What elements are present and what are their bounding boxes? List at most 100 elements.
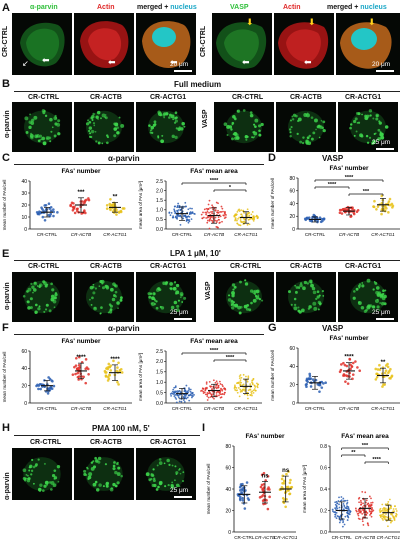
data-point bbox=[376, 368, 380, 371]
data-point bbox=[71, 205, 75, 209]
arrow-icon: ⬅ bbox=[108, 57, 116, 67]
b-col-label: CR-CTRL bbox=[232, 94, 264, 101]
a-right-row-label: CR-CTRL bbox=[200, 25, 207, 57]
data-point bbox=[234, 386, 236, 389]
y-tick-label: 1.0 bbox=[156, 380, 163, 386]
data-point bbox=[384, 507, 387, 510]
data-point bbox=[175, 401, 178, 404]
data-point bbox=[261, 487, 264, 491]
data-point bbox=[239, 383, 242, 386]
data-point bbox=[383, 204, 386, 208]
y-tick-label: 60 bbox=[225, 465, 231, 471]
data-point bbox=[56, 211, 59, 214]
data-point bbox=[345, 502, 348, 505]
data-point bbox=[116, 366, 119, 369]
y-tick-label: 60 bbox=[289, 189, 295, 195]
data-point bbox=[288, 492, 291, 496]
data-point bbox=[253, 388, 256, 390]
data-point bbox=[241, 499, 245, 502]
data-point bbox=[368, 508, 371, 511]
data-point bbox=[168, 212, 171, 214]
data-point bbox=[341, 207, 345, 211]
data-point bbox=[215, 394, 218, 397]
data-point bbox=[207, 216, 210, 218]
data-point bbox=[259, 485, 263, 489]
micrograph bbox=[214, 272, 274, 322]
data-point bbox=[337, 515, 340, 518]
y-tick-label: 0 bbox=[24, 227, 27, 233]
data-point bbox=[206, 395, 209, 398]
data-point bbox=[342, 521, 344, 524]
significance-label: ** bbox=[381, 360, 386, 366]
data-point bbox=[241, 496, 244, 500]
y-tick-label: 0 bbox=[24, 401, 27, 407]
data-point bbox=[375, 207, 378, 211]
data-point bbox=[243, 507, 247, 510]
data-point bbox=[191, 211, 194, 214]
data-point bbox=[380, 208, 384, 211]
condition-label-b: Full medium bbox=[174, 80, 222, 89]
data-point bbox=[361, 506, 364, 509]
y-tick-label: 20 bbox=[289, 214, 295, 220]
scale-bar bbox=[174, 70, 192, 72]
data-point bbox=[174, 393, 177, 396]
data-point bbox=[74, 364, 78, 367]
data-point bbox=[172, 215, 175, 218]
chart-title: FAs' number bbox=[61, 338, 101, 345]
data-point bbox=[388, 518, 391, 521]
e-col-label: CR-ACTB bbox=[90, 263, 122, 270]
micrograph: 25 μm bbox=[338, 102, 398, 152]
data-point bbox=[372, 205, 376, 208]
data-point bbox=[234, 384, 236, 387]
micrograph bbox=[74, 272, 134, 322]
data-point bbox=[170, 211, 173, 214]
data-point bbox=[240, 213, 242, 216]
data-point bbox=[361, 520, 364, 523]
significance-label: **** bbox=[345, 175, 354, 181]
data-point bbox=[109, 208, 112, 212]
data-point bbox=[220, 205, 223, 208]
data-point bbox=[338, 503, 340, 506]
data-point bbox=[236, 219, 238, 222]
data-point bbox=[260, 473, 264, 477]
x-tick-label: CR-CTRL bbox=[172, 232, 193, 237]
data-point bbox=[84, 358, 88, 361]
data-point bbox=[268, 495, 271, 499]
data-point bbox=[344, 207, 347, 210]
arrow-icon: ⬇ bbox=[308, 17, 316, 27]
data-point bbox=[77, 363, 81, 367]
data-point bbox=[369, 512, 372, 515]
data-point bbox=[264, 479, 267, 482]
data-point bbox=[87, 198, 91, 202]
b-row-label-left: α-parvin bbox=[4, 110, 11, 138]
data-point bbox=[320, 380, 324, 384]
data-point bbox=[172, 216, 175, 219]
data-point bbox=[384, 364, 388, 367]
data-point bbox=[379, 507, 382, 510]
x-tick-label: CR-CTRL bbox=[37, 406, 58, 411]
x-tick-label: CR-ACTB bbox=[339, 406, 359, 411]
data-point bbox=[109, 369, 113, 372]
data-point bbox=[107, 362, 111, 366]
data-point bbox=[221, 207, 224, 210]
data-point bbox=[200, 213, 203, 216]
data-point bbox=[387, 371, 390, 375]
data-point bbox=[361, 512, 364, 515]
data-point bbox=[251, 383, 254, 386]
data-point bbox=[239, 379, 242, 382]
x-tick-label: CR-CTRL bbox=[332, 535, 353, 540]
data-point bbox=[343, 505, 346, 508]
y-tick-label: 0.0 bbox=[156, 401, 163, 407]
data-point bbox=[385, 515, 387, 518]
x-tick-label: CR-CTRL bbox=[305, 406, 326, 411]
data-point bbox=[368, 504, 371, 506]
data-point bbox=[69, 203, 73, 207]
data-point bbox=[204, 211, 207, 214]
data-point bbox=[115, 213, 118, 216]
data-point bbox=[242, 383, 245, 386]
data-point bbox=[191, 392, 194, 395]
data-point bbox=[262, 502, 265, 506]
e-col-label: CR-ACTB bbox=[290, 263, 322, 270]
h-col-label: CR-ACTB bbox=[90, 439, 122, 446]
data-point bbox=[221, 389, 224, 392]
